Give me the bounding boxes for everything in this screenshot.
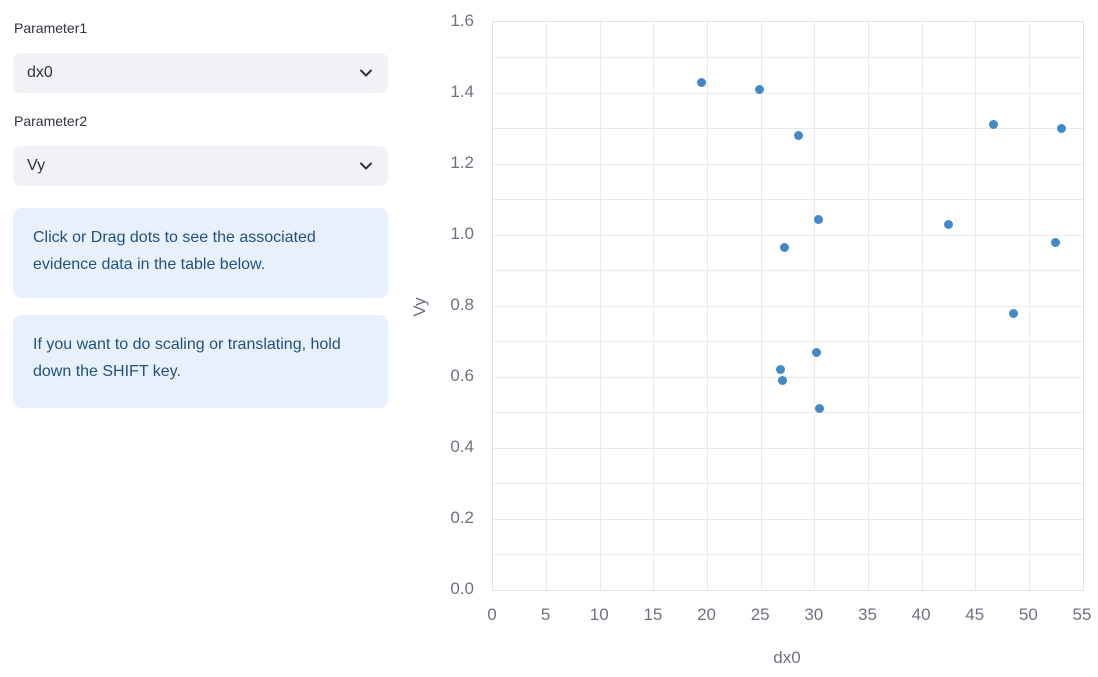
- chevron-down-icon: [359, 159, 373, 173]
- x-tick-label: 10: [589, 605, 609, 624]
- x-tick-label: 0: [487, 605, 497, 624]
- x-tick-label: 5: [540, 605, 551, 624]
- x-axis-title: dx0: [773, 648, 801, 667]
- scatter-point[interactable]: [1057, 124, 1067, 133]
- y-tick-label: 1.6: [450, 11, 474, 30]
- x-tick-label: 15: [643, 605, 663, 624]
- scatter-point[interactable]: [794, 131, 804, 141]
- plot-area[interactable]: [492, 21, 1084, 591]
- scatter-point[interactable]: [989, 120, 999, 130]
- x-tick-label: 20: [697, 605, 716, 624]
- gridline: [493, 92, 1083, 94]
- gridline: [493, 341, 1083, 342]
- param1-label: Parameter1: [14, 20, 88, 36]
- scatter-point[interactable]: [780, 242, 790, 252]
- scatter-point[interactable]: [778, 376, 788, 386]
- param2-select[interactable]: Vy: [13, 146, 388, 186]
- y-tick-label: 0.2: [450, 508, 474, 527]
- x-tick-label: 55: [1072, 605, 1092, 624]
- x-tick-label: 25: [750, 605, 770, 624]
- gridline: [493, 447, 1083, 449]
- gridline: [493, 376, 1083, 378]
- gridline: [493, 412, 1083, 413]
- gridline: [493, 234, 1083, 236]
- param1-selected-value: dx0: [27, 64, 53, 81]
- x-tick-label: 40: [911, 605, 931, 624]
- scatter-point[interactable]: [754, 84, 764, 94]
- info-box-shift-key: If you want to do scaling or translating…: [13, 315, 388, 408]
- y-tick-label: 1.4: [450, 82, 474, 101]
- gridline: [493, 57, 1083, 58]
- gridline: [493, 270, 1083, 271]
- scatter-point[interactable]: [944, 219, 954, 229]
- y-tick-label: 1.2: [450, 153, 474, 172]
- scatter-point[interactable]: [1008, 308, 1018, 318]
- info-box-text: Click or Drag dots to see the associated…: [33, 229, 316, 273]
- scatter-point[interactable]: [1050, 237, 1060, 247]
- param2-selected-value: Vy: [27, 157, 46, 174]
- y-tick-label: 0.4: [450, 437, 474, 456]
- scatter-point[interactable]: [813, 214, 823, 224]
- gridline: [493, 518, 1083, 520]
- y-tick-label: 0.6: [450, 366, 474, 385]
- gridline: [493, 554, 1083, 555]
- gridline: [493, 305, 1083, 307]
- x-tick-label: 45: [965, 605, 985, 624]
- y-tick-label: 0.0: [450, 579, 474, 598]
- x-tick-label: 35: [857, 605, 877, 624]
- param1-select[interactable]: dx0: [13, 53, 388, 93]
- x-tick-label: 50: [1018, 605, 1038, 624]
- gridline: [493, 199, 1083, 200]
- y-tick-label: 0.8: [450, 295, 474, 314]
- gridline: [493, 163, 1083, 165]
- chevron-down-icon: [359, 66, 373, 80]
- gridline: [493, 128, 1083, 129]
- x-tick-label: 30: [804, 605, 824, 624]
- scatter-point[interactable]: [814, 404, 824, 414]
- scatter-point[interactable]: [812, 347, 822, 357]
- info-box-text: If you want to do scaling or translating…: [33, 336, 341, 380]
- scatter-point[interactable]: [775, 365, 785, 375]
- gridline: [493, 483, 1083, 484]
- scatter-chart: Vy 0.0 0.2 0.4 0.6 0.8 1.0 1.2 1.4 1.6 0 5 10 15 20 2…: [410, 0, 1098, 677]
- info-box-click-drag: Click or Drag dots to see the associated…: [13, 208, 388, 298]
- y-tick-label: 1.0: [450, 224, 474, 243]
- scatter-point[interactable]: [696, 77, 706, 87]
- param2-label: Parameter2: [14, 113, 88, 129]
